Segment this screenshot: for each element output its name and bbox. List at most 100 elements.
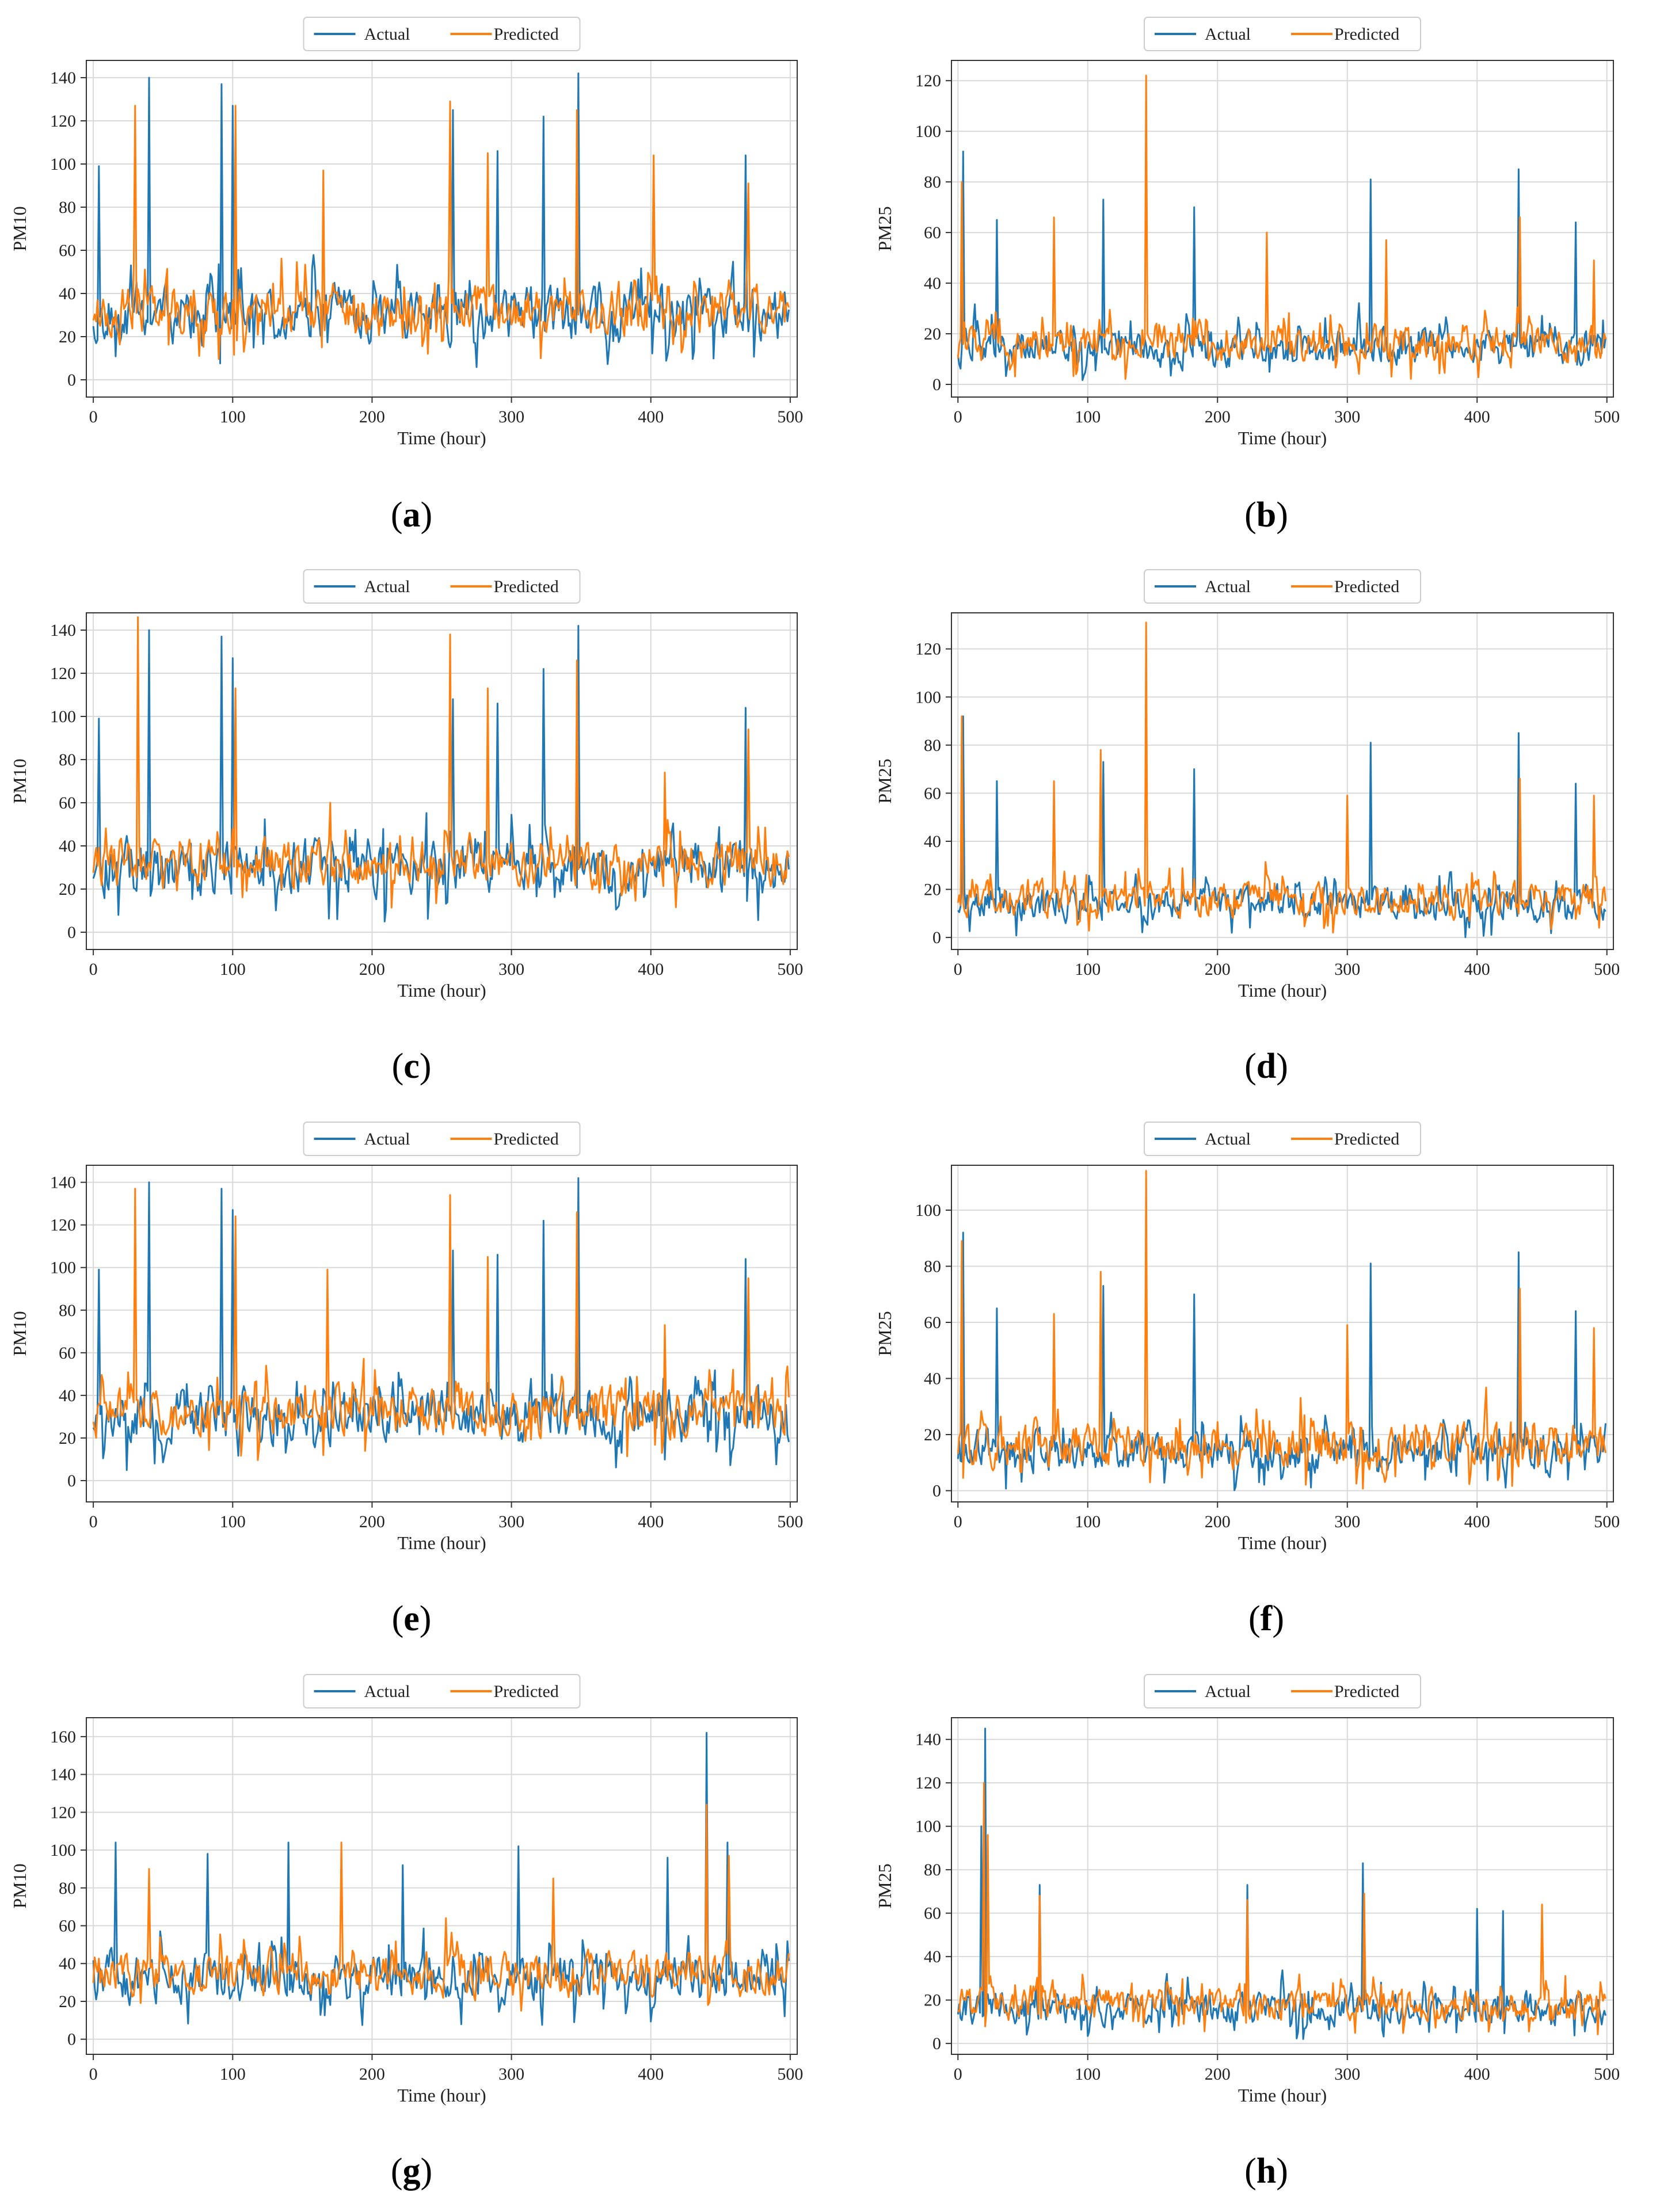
x-tick-label: 200 bbox=[359, 1512, 385, 1531]
x-tick-label: 400 bbox=[1464, 407, 1490, 426]
y-tick-label: 20 bbox=[924, 1991, 941, 2010]
caption-b: (b) bbox=[1244, 495, 1288, 535]
y-tick-label: 80 bbox=[924, 1860, 941, 1879]
x-axis-label: Time (hour) bbox=[397, 1532, 486, 1553]
x-tick-label: 500 bbox=[1594, 2065, 1620, 2084]
grid bbox=[951, 613, 1613, 949]
x-axis-label: Time (hour) bbox=[1238, 980, 1327, 1001]
x-tick-label: 300 bbox=[498, 407, 524, 426]
caption-h: (h) bbox=[1244, 2152, 1288, 2191]
x-tick-label: 0 bbox=[954, 2065, 962, 2084]
y-tick-label: 60 bbox=[924, 1904, 941, 1923]
y-tick-label: 0 bbox=[67, 923, 76, 942]
x-tick-label: 100 bbox=[1075, 2065, 1101, 2084]
y-tick-label: 140 bbox=[50, 1173, 76, 1192]
y-tick-label: 60 bbox=[924, 1313, 941, 1332]
y-tick-label: 120 bbox=[915, 640, 941, 659]
series-line-predicted bbox=[957, 1170, 1606, 1490]
legend-label-predicted: Predicted bbox=[1334, 1682, 1399, 1701]
y-tick-label: 80 bbox=[924, 173, 941, 192]
x-tick-label: 500 bbox=[1594, 960, 1620, 979]
x-tick-label: 100 bbox=[1075, 407, 1101, 426]
y-tick-label: 0 bbox=[67, 371, 76, 390]
x-axis-label: Time (hour) bbox=[397, 980, 486, 1001]
legend-label-predicted: Predicted bbox=[494, 1130, 559, 1149]
x-axis-label: Time (hour) bbox=[397, 2085, 486, 2106]
legend-label-actual: Actual bbox=[1205, 1130, 1251, 1149]
y-tick-label: 20 bbox=[924, 1425, 941, 1444]
legend-box bbox=[303, 1674, 581, 1708]
series-line-predicted bbox=[957, 1782, 1606, 2035]
y-tick-label: 40 bbox=[924, 1370, 941, 1389]
y-tick-label: 140 bbox=[50, 68, 76, 87]
legend-label-actual: Actual bbox=[364, 1682, 410, 1701]
x-tick-label: 300 bbox=[498, 960, 524, 979]
legend-box bbox=[303, 1122, 581, 1156]
x-tick-label: 0 bbox=[89, 1512, 98, 1531]
legend-label-actual: Actual bbox=[1205, 25, 1251, 44]
legend-label-actual: Actual bbox=[364, 25, 410, 44]
y-tick-label: 80 bbox=[59, 750, 76, 769]
caption-a: (a) bbox=[390, 495, 433, 535]
series-line-predicted bbox=[92, 1188, 790, 1461]
y-tick-label: 120 bbox=[50, 1216, 76, 1235]
x-tick-label: 400 bbox=[638, 407, 664, 426]
legend-label-predicted: Predicted bbox=[1334, 1130, 1399, 1149]
y-tick-label: 160 bbox=[50, 1727, 76, 1746]
x-tick-label: 500 bbox=[1594, 407, 1620, 426]
x-tick-label: 200 bbox=[1205, 960, 1231, 979]
plot-frame bbox=[951, 1165, 1614, 1502]
y-tick-label: 100 bbox=[50, 1841, 76, 1860]
x-tick-label: 0 bbox=[89, 2065, 98, 2084]
x-tick-label: 200 bbox=[359, 960, 385, 979]
x-tick-label: 400 bbox=[1464, 1512, 1490, 1531]
chart-h: 0 100 200 300 400 500 0 20 40 60 80 100 120 140 Time (… bbox=[874, 1674, 1620, 2106]
plot-frame bbox=[951, 612, 1614, 950]
y-tick-label: 40 bbox=[924, 832, 941, 851]
x-tick-label: 0 bbox=[954, 960, 962, 979]
plot-frame bbox=[86, 612, 798, 950]
y-tick-label: 80 bbox=[924, 1257, 941, 1276]
y-tick-label: 100 bbox=[50, 707, 76, 726]
legend-box bbox=[303, 569, 581, 604]
x-tick-label: 200 bbox=[359, 407, 385, 426]
y-tick-label: 100 bbox=[915, 1817, 941, 1836]
y-tick-label: 60 bbox=[924, 223, 941, 242]
legend-label-actual: Actual bbox=[1205, 1682, 1251, 1701]
x-axis-label: Time (hour) bbox=[397, 428, 486, 448]
x-tick-label: 200 bbox=[359, 2065, 385, 2084]
y-tick-label: 0 bbox=[67, 2030, 76, 2049]
x-tick-label: 500 bbox=[777, 2065, 803, 2084]
y-tick-label: 80 bbox=[59, 198, 76, 217]
y-axis-label: PM25 bbox=[874, 1863, 895, 1908]
legend-label-actual: Actual bbox=[1205, 577, 1251, 596]
x-tick-label: 0 bbox=[954, 407, 962, 426]
legend-box bbox=[1144, 1674, 1421, 1708]
y-tick-label: 80 bbox=[924, 736, 941, 755]
chart-e: 0 100 200 300 400 500 0 20 40 60 80 100 120 140 Time (… bbox=[9, 1122, 803, 1553]
legend: Actual Predicted bbox=[303, 1674, 581, 1708]
x-tick-label: 500 bbox=[777, 407, 803, 426]
series-line-predicted bbox=[92, 1803, 790, 2012]
legend-label-predicted: Predicted bbox=[494, 577, 559, 596]
y-tick-label: 100 bbox=[915, 688, 941, 707]
legend: Actual Predicted bbox=[1144, 17, 1421, 51]
y-tick-label: 20 bbox=[59, 1429, 76, 1448]
chart-d: 0 100 200 300 400 500 0 20 40 60 80 100 120 Time (hou… bbox=[874, 569, 1620, 1001]
series-line-actual bbox=[957, 150, 1606, 382]
chart-f: 0 100 200 300 400 500 0 20 40 60 80 100 Time (hour) P… bbox=[874, 1122, 1620, 1553]
y-tick-label: 40 bbox=[59, 837, 76, 856]
grid bbox=[86, 1165, 797, 1502]
grid bbox=[86, 60, 797, 397]
legend-box bbox=[1144, 569, 1421, 604]
y-tick-label: 20 bbox=[59, 1992, 76, 2011]
x-tick-label: 400 bbox=[638, 960, 664, 979]
y-tick-label: 120 bbox=[50, 112, 76, 131]
legend-label-predicted: Predicted bbox=[494, 1682, 559, 1701]
legend-label-actual: Actual bbox=[364, 1130, 410, 1149]
grid bbox=[86, 613, 797, 949]
y-tick-label: 20 bbox=[924, 880, 941, 899]
legend-label-actual: Actual bbox=[364, 577, 410, 596]
y-tick-label: 100 bbox=[915, 1201, 941, 1220]
